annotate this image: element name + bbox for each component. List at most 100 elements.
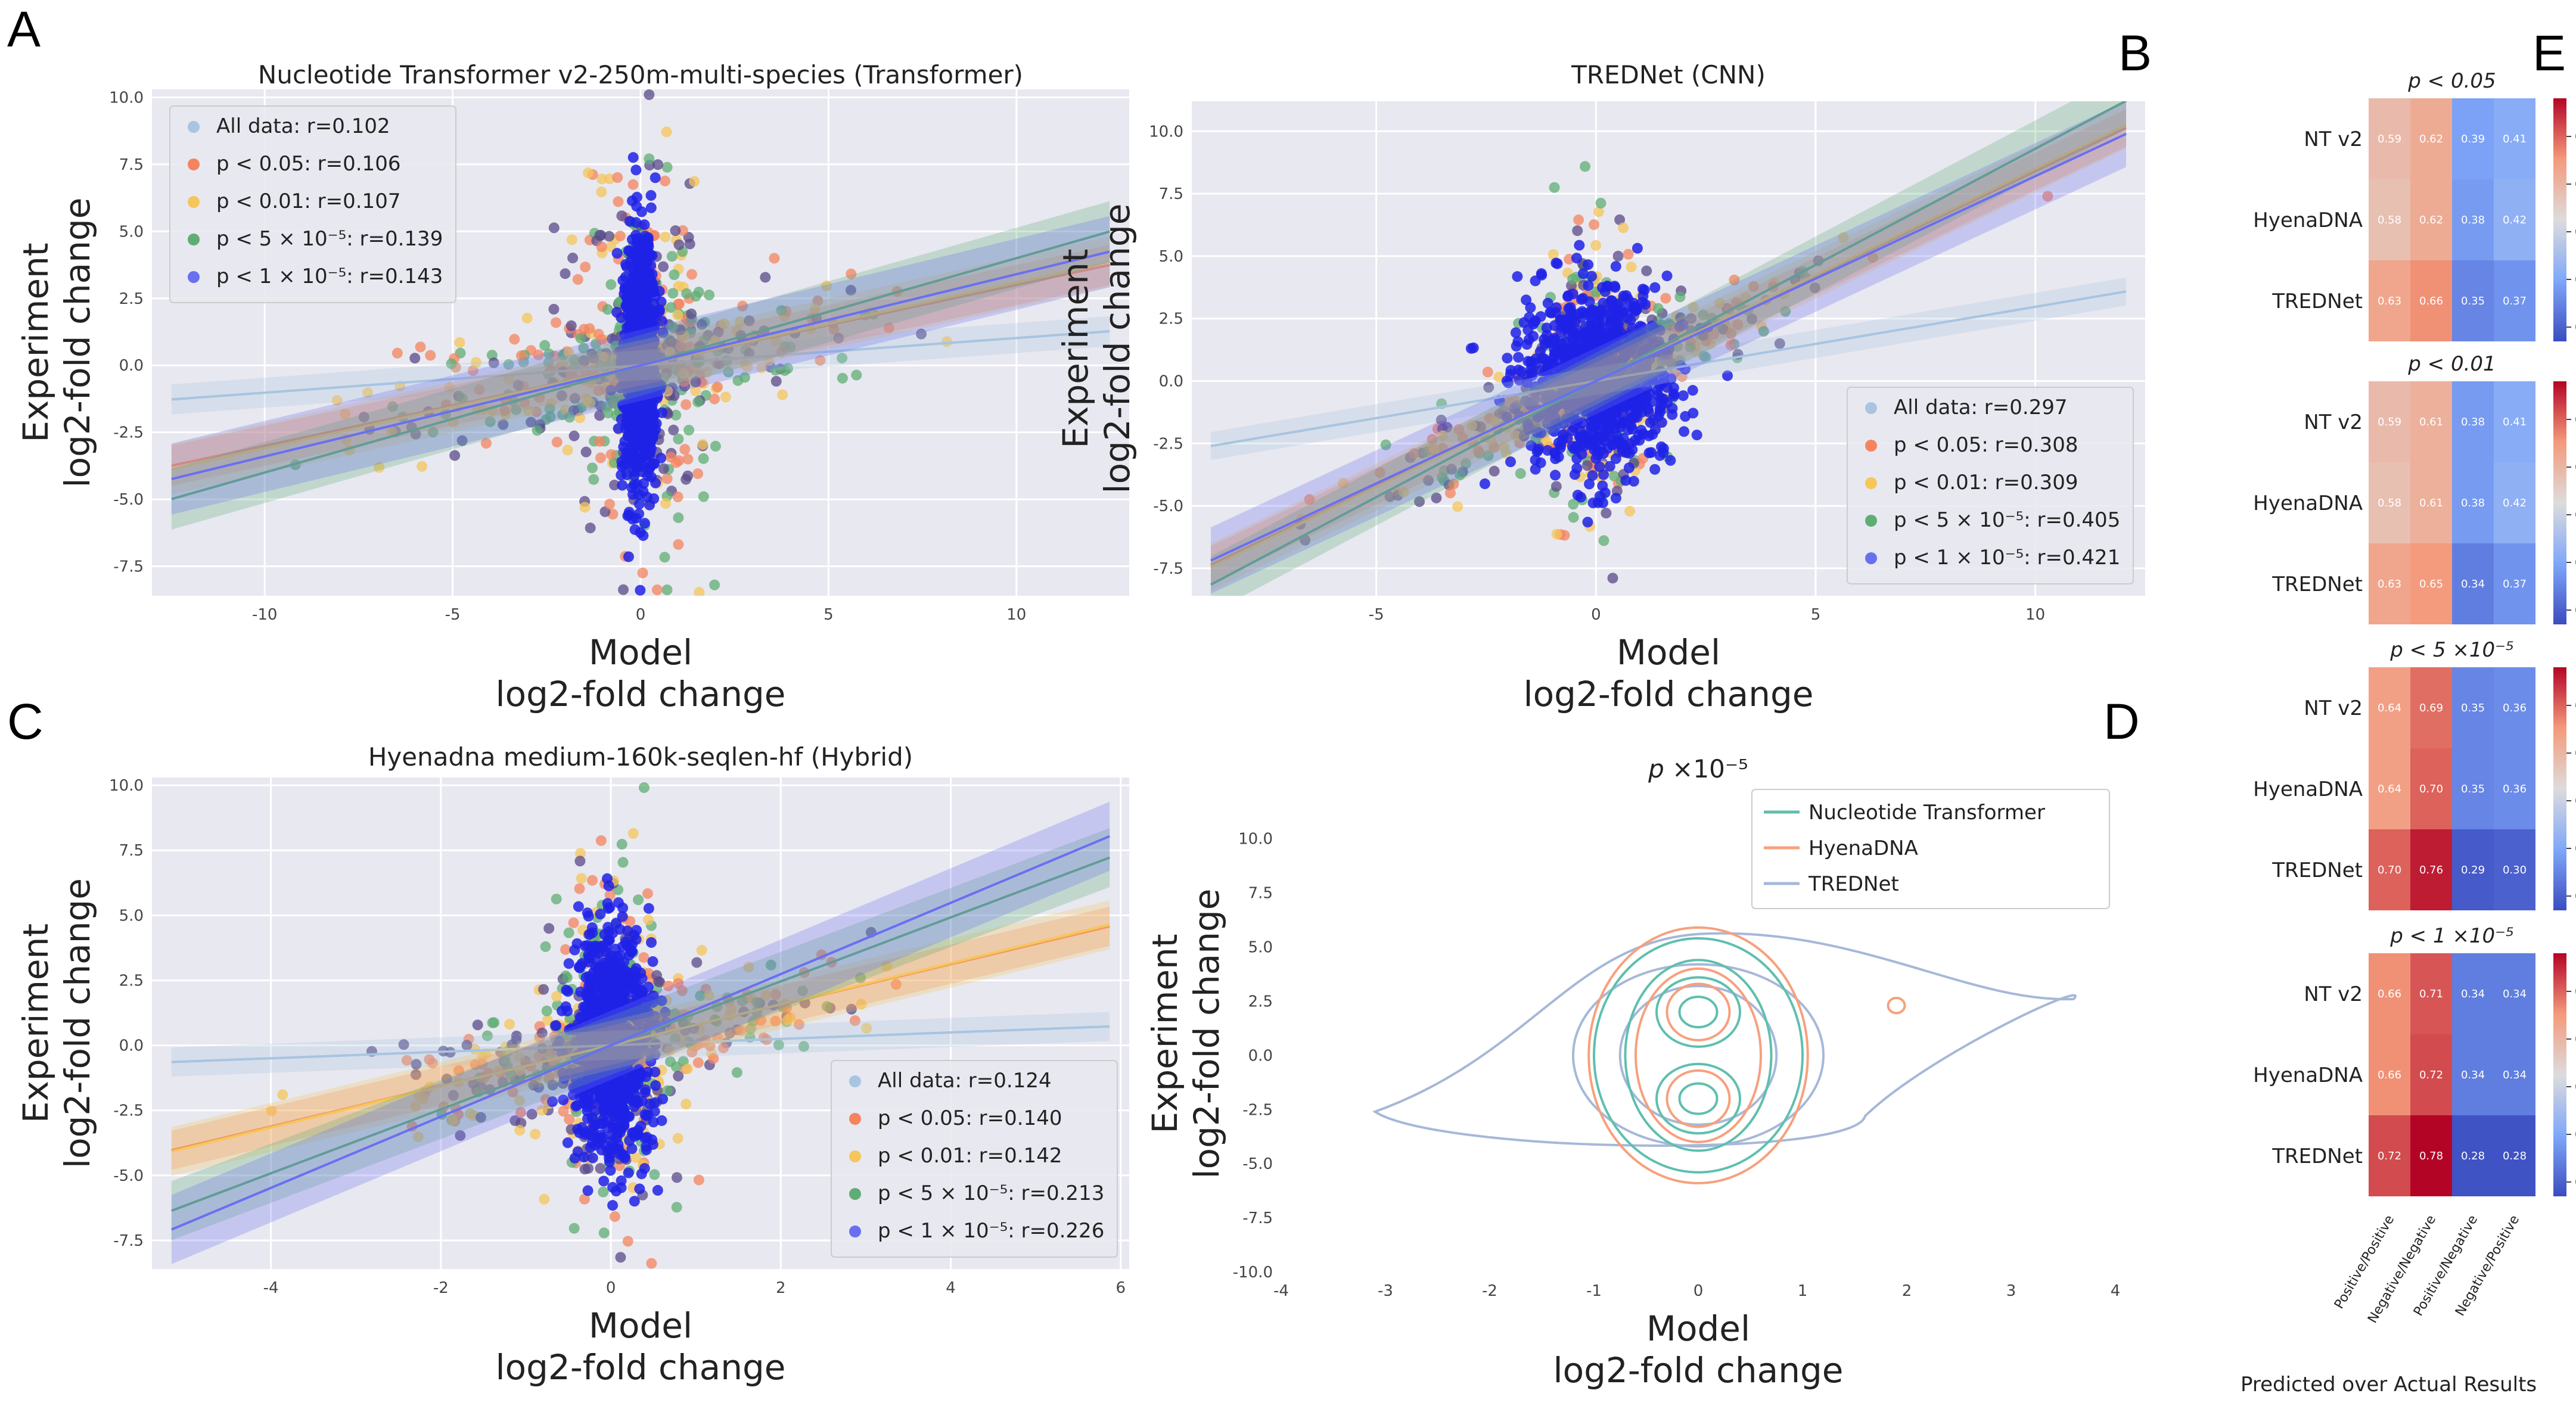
data-point: [461, 1040, 473, 1051]
y-tick-label: -2.5: [1153, 435, 1183, 453]
data-point: [1571, 253, 1582, 264]
data-point: [1607, 573, 1618, 584]
panel-letter-e: E: [2533, 25, 2566, 81]
x-tick-label: -5: [1369, 606, 1384, 624]
fit-line: [171, 923, 1110, 1153]
data-point: [612, 172, 623, 184]
data-point: [1646, 331, 1657, 343]
data-point: [815, 354, 826, 366]
data-point: [614, 231, 626, 242]
data-point: [641, 1110, 652, 1121]
data-point: [1380, 439, 1391, 450]
data-point: [693, 1174, 704, 1186]
data-point: [1623, 380, 1635, 391]
data-point: [1611, 332, 1623, 344]
data-point: [673, 433, 684, 444]
y-tick-label: 5.0: [1159, 248, 1183, 266]
data-point: [618, 347, 629, 359]
y-tick-label: -5.0: [1242, 1155, 1273, 1173]
data-point: [551, 1040, 563, 1052]
data-point: [1573, 362, 1584, 374]
data-point: [651, 584, 663, 596]
data-point: [1620, 475, 1632, 486]
data-point: [488, 357, 499, 368]
data-point: [505, 1069, 517, 1080]
data-point: [630, 934, 642, 945]
data-point: [1511, 341, 1522, 352]
data-point: [1428, 443, 1440, 454]
data-point: [587, 875, 598, 886]
data-point: [1685, 341, 1696, 353]
data-point: [446, 358, 457, 369]
data-point: [614, 1020, 625, 1031]
data-point: [401, 1055, 412, 1066]
data-point: [680, 399, 692, 410]
data-point: [617, 941, 628, 952]
legend-label: p < 0.01: r=0.309: [1894, 471, 2078, 494]
data-point: [1624, 447, 1635, 459]
data-point: [650, 371, 661, 382]
data-point: [720, 391, 731, 403]
data-point: [1660, 293, 1671, 304]
data-point: [1813, 255, 1824, 266]
data-point: [503, 359, 514, 370]
data-point: [627, 489, 639, 500]
data-point: [487, 1017, 498, 1028]
data-point: [621, 292, 632, 303]
data-point: [1541, 436, 1552, 447]
data-point: [558, 1106, 569, 1117]
data-point: [637, 985, 648, 997]
data-point: [1483, 450, 1494, 461]
data-point: [619, 356, 630, 368]
data-point: [568, 1223, 580, 1234]
data-point: [659, 552, 670, 563]
data-point: [1568, 499, 1579, 510]
legend-label: p < 1 × 10⁻⁵: r=0.421: [1894, 546, 2120, 570]
data-point: [1629, 392, 1640, 403]
y-tick-label: -10.0: [1233, 1264, 1273, 1282]
data-point: [410, 1101, 421, 1112]
data-point: [663, 980, 674, 991]
legend-marker: [188, 158, 200, 170]
data-point: [548, 303, 560, 315]
x-tick-label: -10: [252, 606, 277, 624]
data-point: [890, 979, 902, 990]
y-tick-label: 7.5: [119, 842, 144, 860]
data-point: [411, 1069, 422, 1080]
data-point: [1641, 265, 1652, 276]
data-point: [572, 274, 583, 285]
data-point: [636, 1168, 647, 1180]
x-tick-label: 6: [1115, 1279, 1126, 1297]
data-point: [691, 957, 703, 968]
data-point: [1571, 440, 1582, 452]
data-point: [604, 889, 616, 900]
data-point: [812, 295, 824, 306]
data-point: [770, 375, 782, 387]
data-point: [516, 350, 527, 361]
data-point: [1614, 380, 1626, 391]
data-point: [585, 1028, 596, 1039]
data-point: [580, 446, 592, 458]
data-point: [718, 1042, 729, 1053]
x-tick-label: -2: [1482, 1282, 1497, 1300]
data-point: [1539, 366, 1550, 377]
data-point: [1569, 469, 1580, 480]
data-point: [616, 469, 627, 481]
data-point: [1572, 325, 1583, 336]
data-point: [1508, 403, 1520, 414]
data-point: [1550, 469, 1561, 481]
data-point: [861, 1022, 872, 1034]
data-point: [1606, 412, 1617, 423]
data-point: [588, 474, 599, 485]
x-tick-label: -4: [263, 1279, 279, 1297]
data-point: [773, 1039, 784, 1050]
data-point: [1838, 232, 1849, 243]
data-point: [1505, 456, 1517, 468]
data-point: [643, 903, 654, 914]
data-point: [617, 911, 628, 922]
data-point: [639, 219, 650, 231]
data-point: [614, 1088, 625, 1100]
data-point: [1780, 306, 1791, 317]
data-point: [648, 409, 660, 421]
data-point: [617, 857, 629, 868]
